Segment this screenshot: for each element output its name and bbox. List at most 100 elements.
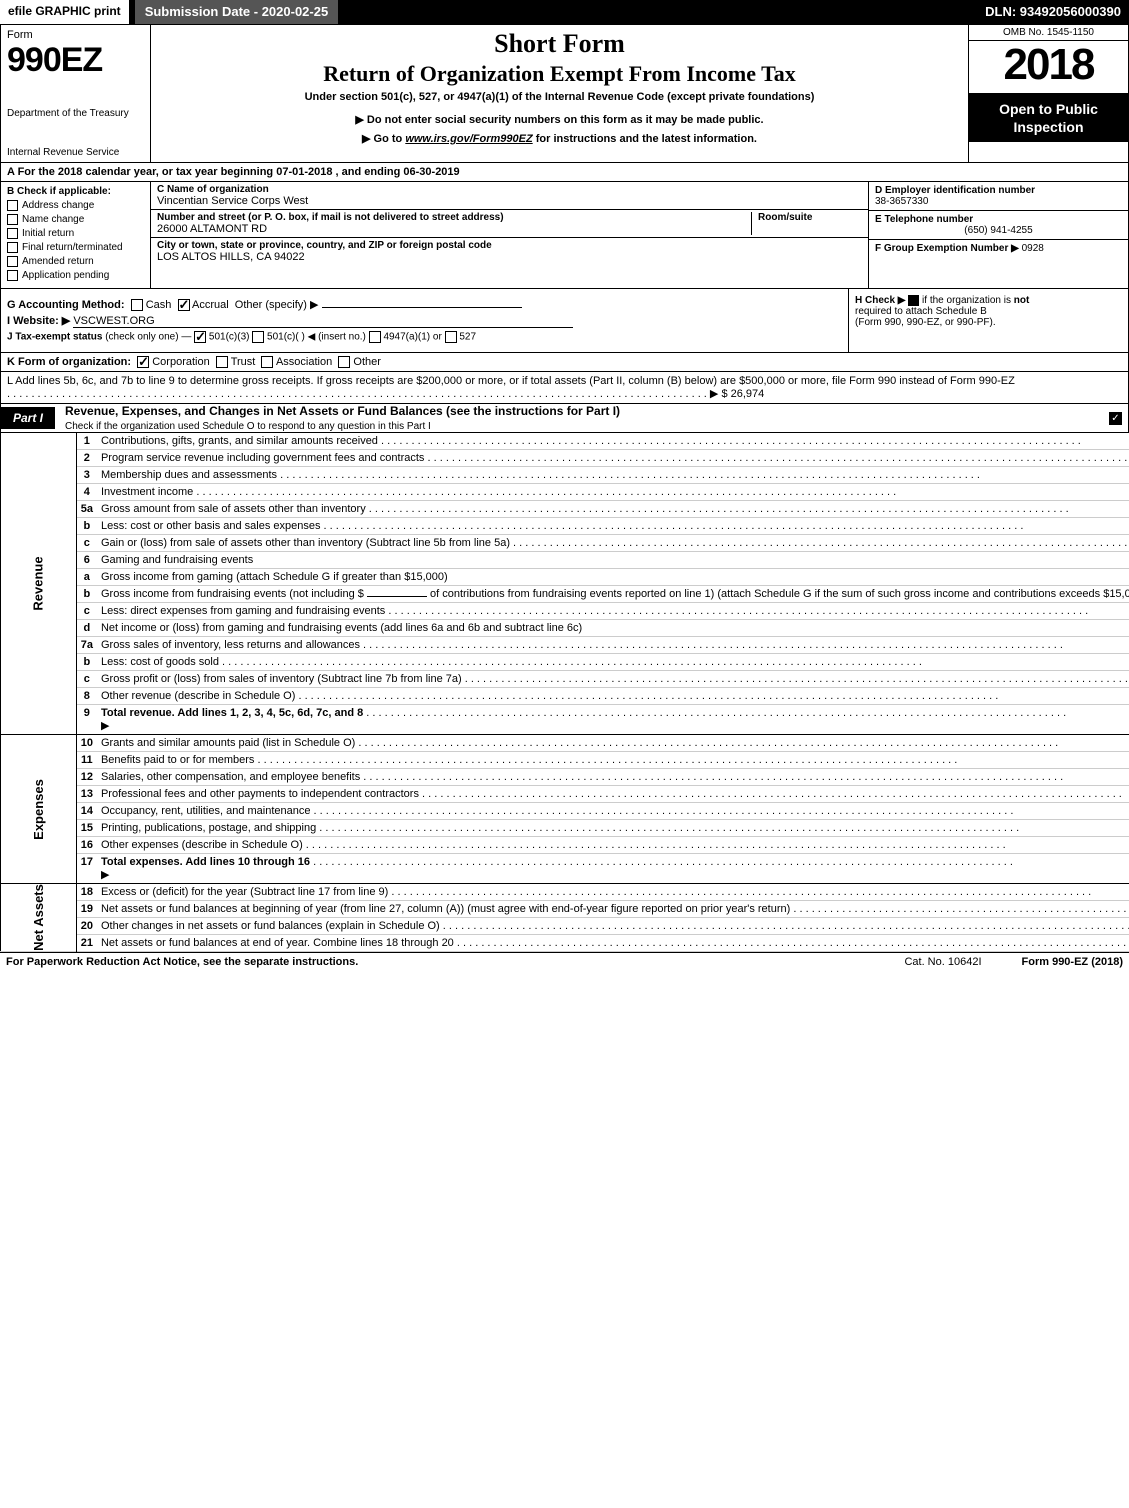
- k-label: K Form of organization:: [7, 356, 131, 368]
- l-text: L Add lines 5b, 6c, and 7b to line 9 to …: [7, 375, 1015, 387]
- h-line2: required to attach Schedule B: [855, 306, 1122, 317]
- street-value: 26000 ALTAMONT RD: [157, 223, 745, 235]
- checkbox-icon[interactable]: [194, 331, 206, 343]
- city-value: LOS ALTOS HILLS, CA 94022: [157, 251, 862, 263]
- page-footer: For Paperwork Reduction Act Notice, see …: [0, 952, 1129, 971]
- checkbox-icon[interactable]: [131, 299, 143, 311]
- top-bar: efile GRAPHIC print Submission Date - 20…: [0, 0, 1129, 24]
- checkbox-icon[interactable]: [261, 356, 273, 368]
- header-center: Short Form Return of Organization Exempt…: [151, 25, 968, 162]
- checkbox-icon[interactable]: [908, 295, 919, 306]
- checkbox-icon[interactable]: [338, 356, 350, 368]
- line-desc: Printing, publications, postage, and shi…: [101, 822, 1129, 834]
- line-desc: Program service revenue including govern…: [101, 452, 1129, 464]
- section-j: J Tax-exempt status (check only one) — 5…: [7, 331, 842, 343]
- line-desc: Occupancy, rent, utilities, and maintena…: [101, 805, 1129, 817]
- line-desc: Gross profit or (loss) from sales of inv…: [101, 673, 1129, 685]
- arrow-icon: ▶: [710, 388, 718, 400]
- line-number: 16: [76, 837, 97, 854]
- room-label: Room/suite: [758, 212, 862, 223]
- l-amount: $ 26,974: [721, 388, 764, 400]
- line-desc: Other revenue (describe in Schedule O): [101, 690, 1129, 702]
- opt-cash: Cash: [146, 299, 172, 311]
- cb-initial-return: Initial return: [22, 228, 74, 239]
- line-desc: Professional fees and other payments to …: [101, 788, 1129, 800]
- note2-post: for instructions and the latest informat…: [533, 133, 757, 145]
- form-title: Return of Organization Exempt From Incom…: [159, 61, 960, 87]
- irs-link[interactable]: www.irs.gov/Form990EZ: [405, 133, 532, 145]
- street-label: Number and street (or P. O. box, if mail…: [157, 212, 745, 223]
- tax-exempt-sub: (check only one) —: [105, 332, 191, 343]
- checkbox-icon[interactable]: [7, 256, 18, 267]
- line-desc: Gross income from fundraising events (no…: [97, 586, 1129, 603]
- ein-value: 38-3657330: [875, 196, 1122, 207]
- checkbox-icon[interactable]: ✓: [1109, 412, 1122, 425]
- other-specify-line[interactable]: [322, 307, 522, 308]
- period-label-a: A For the 2018 calendar year, or tax yea…: [7, 166, 276, 178]
- h-label: H Check ▶: [855, 295, 905, 306]
- line-number: 2: [76, 450, 97, 467]
- opt-501c3: 501(c)(3): [209, 332, 250, 343]
- line-number: 6: [76, 552, 97, 569]
- line-desc: Net income or (loss) from gaming and fun…: [97, 620, 1129, 637]
- cb-name-change: Name change: [22, 214, 84, 225]
- line-number: b: [76, 586, 97, 603]
- header-right: OMB No. 1545-1150 2018 Open to Public In…: [968, 25, 1128, 162]
- part1-title-text: Revenue, Expenses, and Changes in Net As…: [65, 404, 620, 418]
- checkbox-icon[interactable]: [216, 356, 228, 368]
- line-desc: Total revenue. Add lines 1, 2, 3, 4, 5c,…: [101, 707, 1129, 719]
- irs-label: Internal Revenue Service: [7, 147, 144, 158]
- line-desc: Net assets or fund balances at end of ye…: [101, 937, 1129, 949]
- line-desc: Gain or (loss) from sale of assets other…: [101, 537, 1129, 549]
- line-number: 19: [76, 901, 97, 918]
- checkbox-icon[interactable]: [7, 200, 18, 211]
- checkbox-icon[interactable]: [445, 331, 457, 343]
- checkbox-icon[interactable]: [178, 299, 190, 311]
- line-number: 10: [76, 735, 97, 752]
- department-label: Department of the Treasury: [7, 108, 144, 119]
- section-def: D Employer identification number 38-3657…: [868, 182, 1128, 288]
- line-number: 20: [76, 918, 97, 935]
- part1-table: Revenue 1 Contributions, gifts, grants, …: [0, 433, 1129, 952]
- checkbox-icon[interactable]: [7, 270, 18, 281]
- cb-final-return: Final return/terminated: [22, 242, 123, 253]
- checkbox-icon[interactable]: [137, 356, 149, 368]
- line-desc: Membership dues and assessments: [101, 469, 1129, 481]
- line-desc: Benefits paid to or for members: [101, 754, 1129, 766]
- line-desc: Investment income: [101, 486, 1129, 498]
- form-number: 990EZ: [7, 41, 144, 80]
- info-grid: B Check if applicable: Address change Na…: [0, 182, 1129, 289]
- org-name: Vincentian Service Corps West: [157, 195, 862, 207]
- h-not: not: [1014, 295, 1030, 306]
- line-number: 12: [76, 769, 97, 786]
- org-name-label: C Name of organization: [157, 184, 862, 195]
- form-header: Form 990EZ Department of the Treasury In…: [0, 24, 1129, 163]
- line-desc: Less: direct expenses from gaming and fu…: [101, 605, 1129, 617]
- line-number: b: [76, 518, 97, 535]
- h-text: if the organization is: [922, 295, 1011, 306]
- cb-amended-return: Amended return: [22, 256, 94, 267]
- open-to-public: Open to Public Inspection: [969, 94, 1128, 142]
- checkbox-icon[interactable]: [252, 331, 264, 343]
- netassets-side-label: Net Assets: [1, 884, 77, 952]
- checkbox-icon[interactable]: [369, 331, 381, 343]
- header-left: Form 990EZ Department of the Treasury In…: [1, 25, 151, 162]
- opt-4947: 4947(a)(1) or: [383, 332, 441, 343]
- form-word: Form: [7, 29, 144, 41]
- checkbox-icon[interactable]: [7, 214, 18, 225]
- part1-header: Part I Revenue, Expenses, and Changes in…: [0, 404, 1129, 433]
- line-number: 14: [76, 803, 97, 820]
- footer-mid: Cat. No. 10642I: [904, 956, 981, 968]
- line-number: 4: [76, 484, 97, 501]
- section-b-header: B Check if applicable:: [7, 186, 144, 197]
- line-number: 1: [76, 433, 97, 450]
- line-number: 13: [76, 786, 97, 803]
- opt-527: 527: [459, 332, 476, 343]
- checkbox-icon[interactable]: [7, 228, 18, 239]
- expenses-side-label: Expenses: [1, 735, 77, 884]
- checkbox-icon[interactable]: [7, 242, 18, 253]
- blank-line[interactable]: [367, 596, 427, 597]
- sections-ghij: G Accounting Method: Cash Accrual Other …: [0, 289, 1129, 353]
- form-subtitle: Under section 501(c), 527, or 4947(a)(1)…: [159, 91, 960, 103]
- line-number: 18: [76, 884, 97, 901]
